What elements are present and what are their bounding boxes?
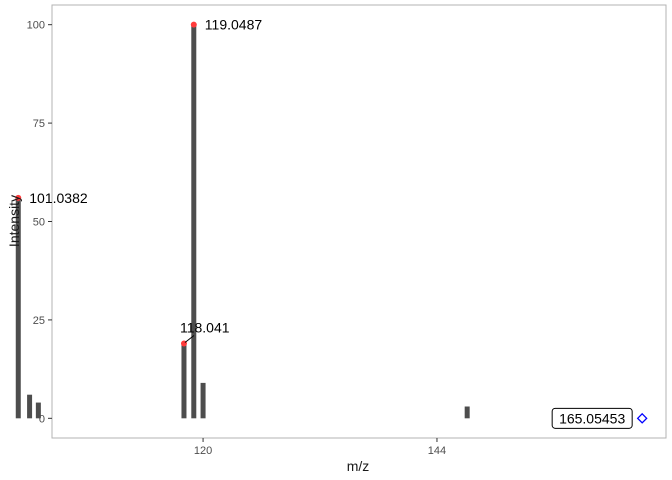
precursor-label-box xyxy=(551,407,633,429)
y-tick-label: 0 xyxy=(39,413,45,425)
peak-highlight-point xyxy=(190,21,197,28)
peak-bars xyxy=(15,24,470,419)
y-axis-ticks: 0 25 50 75 100 xyxy=(27,20,52,425)
precursor-diamond-marker xyxy=(636,412,648,424)
peak-bar xyxy=(200,382,206,419)
peak-bar xyxy=(181,343,187,419)
peak-bar xyxy=(35,402,41,419)
y-tick-label: 75 xyxy=(33,118,45,130)
peak-bar xyxy=(15,197,21,419)
x-axis-ticks: 120 144 xyxy=(194,438,446,457)
peak-bar xyxy=(191,24,197,419)
plot-panel-border xyxy=(51,4,667,439)
peak-bar xyxy=(27,394,33,419)
peak-annotations: 101.0382 118.041 119.0487 xyxy=(15,17,262,347)
y-tick-label: 25 xyxy=(33,315,45,327)
peak-label: 119.0487 xyxy=(205,17,263,33)
y-tick-label: 100 xyxy=(27,20,45,32)
peak-highlight-point xyxy=(15,194,22,201)
precursor-label: 165.05453 xyxy=(559,410,625,426)
peak-bar xyxy=(464,406,470,419)
peak-label: 118.041 xyxy=(180,320,230,336)
label-leader-line xyxy=(184,335,195,343)
x-axis-title: m/z xyxy=(347,458,370,474)
y-tick-label: 50 xyxy=(33,217,45,229)
x-tick-label: 120 xyxy=(194,445,212,457)
x-tick-label: 144 xyxy=(428,445,446,457)
precursor-marker-group: 165.05453 xyxy=(551,407,648,429)
peak-label: 101.0382 xyxy=(29,190,88,206)
y-axis-title: Intensity xyxy=(6,195,22,247)
